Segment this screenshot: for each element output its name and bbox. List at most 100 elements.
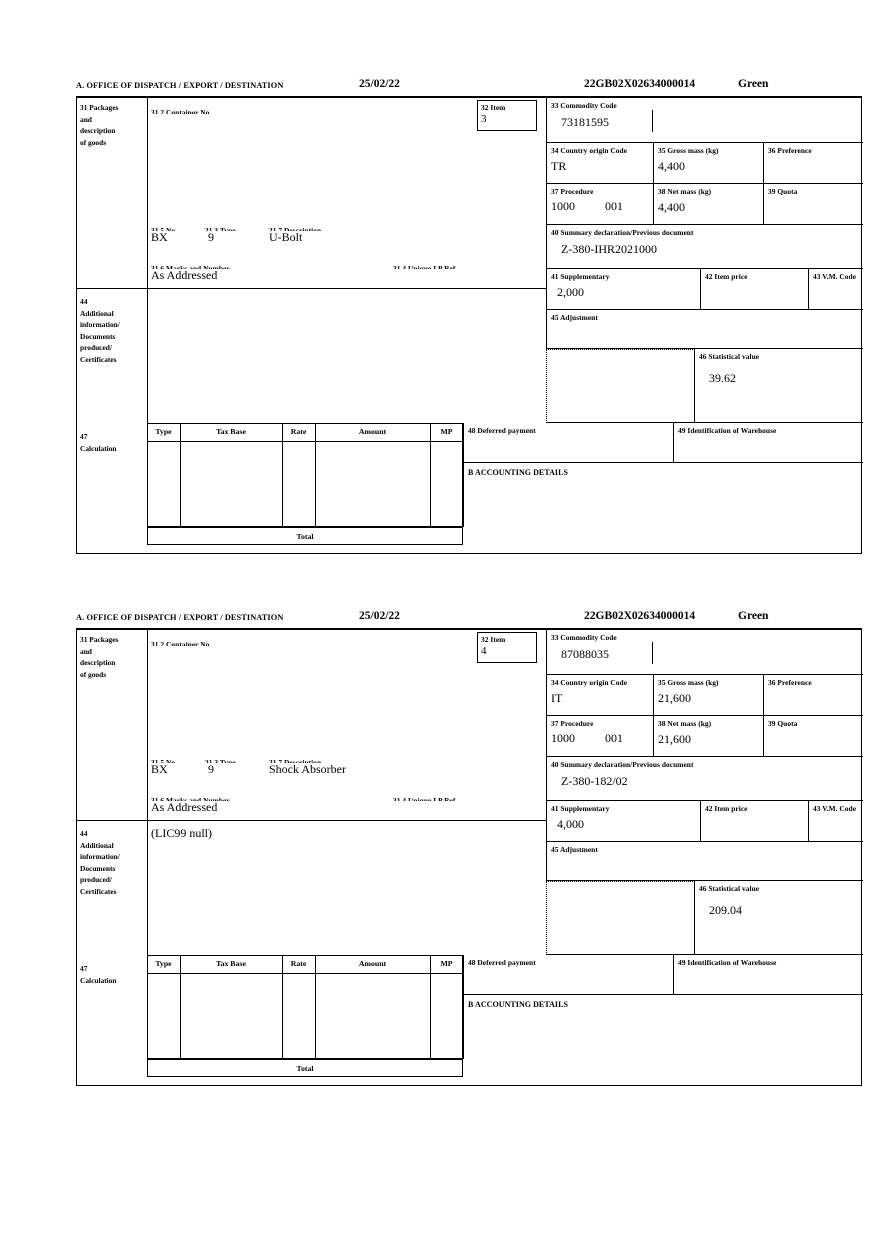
field-31-5-value[interactable]: BX	[151, 762, 168, 776]
field-42-item-price[interactable]: 42 Item price	[700, 801, 808, 842]
field-31-bottom-rule	[77, 820, 546, 821]
field-49-value	[674, 436, 863, 438]
calc-div-1	[180, 955, 181, 1059]
field-34-country-origin-code[interactable]: 34 Country origin Code IT	[546, 675, 653, 716]
field-31-2-value[interactable]	[153, 116, 523, 130]
field-45-adjustment[interactable]: 45 Adjustment	[546, 310, 863, 349]
field-36-preference[interactable]: 36 Preference	[763, 143, 863, 184]
field-46-statistical-value[interactable]: 46 Statistical value 209.04	[694, 881, 863, 955]
field-40-value: Z-380-182/02	[561, 774, 628, 788]
field-41-supplementary[interactable]: 41 Supplementary 2,000	[546, 269, 700, 310]
field-38-net-mass[interactable]: 38 Net mass (kg) 21,600	[653, 716, 763, 757]
field-42-value	[701, 282, 808, 285]
field-44-stub: 44 Additional information/Documents produce…	[80, 829, 120, 896]
field-37-value-b: 001	[605, 199, 623, 213]
field-31-2-value[interactable]	[153, 648, 523, 662]
field-33-commodity-code[interactable]: 33 Commodity Code 73181595	[546, 98, 863, 143]
calc-header-type: Type	[155, 959, 172, 968]
field-35-gross-mass[interactable]: 35 Gross mass (kg) 4,400	[653, 143, 763, 184]
route-lane: Green	[738, 78, 769, 90]
declaration-date: 25/02/22	[359, 610, 400, 622]
calc-div-3	[315, 423, 316, 527]
field-45-lower-blank	[546, 349, 694, 423]
field-31-3-value[interactable]: 9	[208, 230, 214, 244]
field-31-2-container-no[interactable]: 31.2 Container No	[151, 108, 210, 114]
field-33-commodity-code[interactable]: 33 Commodity Code 87088035	[546, 630, 863, 675]
calculation-table[interactable]	[147, 955, 463, 1059]
field-43-value	[809, 282, 863, 285]
field-46-value: 39.62	[709, 371, 736, 385]
field-40-summary-declaration[interactable]: 40 Summary declaration/Previous document…	[546, 757, 863, 801]
declaration-block-2: A. OFFICE OF DISPATCH / EXPORT / DESTINA…	[76, 610, 863, 1086]
field-31-3-value[interactable]: 9	[208, 762, 214, 776]
field-31-6-label: 31.6 Marks and Number	[151, 264, 230, 269]
section-b-accounting-details[interactable]: B ACCOUNTING DETAILS	[463, 995, 863, 1059]
field-39-quota[interactable]: 39 Quota	[763, 716, 863, 757]
field-47-stub: 47 Calculation	[80, 432, 117, 453]
field-43-vm-code[interactable]: 43 V.M. Code	[808, 801, 863, 842]
calc-header-rate: Rate	[290, 959, 307, 968]
field-31-3-label: 31.3 Type	[205, 226, 236, 231]
field-46-statistical-value[interactable]: 46 Statistical value 39.62	[694, 349, 863, 423]
field-48-deferred-payment[interactable]: 48 Deferred payment	[463, 423, 673, 463]
field-45-adjustment[interactable]: 45 Adjustment	[546, 842, 863, 881]
field-31-6-label: 31.6 Marks and Number	[151, 796, 230, 801]
field-42-item-price[interactable]: 42 Item price	[700, 269, 808, 310]
field-31-2-container-no[interactable]: 31.2 Container No	[151, 640, 210, 646]
calc-header-rate: Rate	[290, 427, 307, 436]
field-46-dotted-top	[546, 881, 693, 882]
calc-total-label: Total	[296, 532, 314, 541]
field-35-gross-mass[interactable]: 35 Gross mass (kg) 21,600	[653, 675, 763, 716]
field-49-value	[674, 968, 863, 970]
field-34-value: IT	[551, 691, 563, 705]
field-33-inner-divider	[652, 642, 653, 664]
field-49-identification-of-warehouse[interactable]: 49 Identification of Warehouse	[673, 423, 863, 463]
calc-header-mp: MP	[440, 959, 453, 968]
field-49-identification-of-warehouse[interactable]: 49 Identification of Warehouse	[673, 955, 863, 995]
field-31-7-label: 31.7 Description	[269, 226, 322, 231]
calc-header-tax-base: Tax Base	[216, 959, 246, 968]
field-40-summary-declaration[interactable]: 40 Summary declaration/Previous document…	[546, 225, 863, 269]
field-31-5-value[interactable]: BX	[151, 230, 168, 244]
mrn-number: 22GB02X02634000014	[584, 610, 696, 622]
field-37-procedure[interactable]: 37 Procedure 1000 001	[546, 184, 653, 225]
calc-header-tax-base: Tax Base	[216, 427, 246, 436]
field-42-value	[701, 814, 808, 817]
field-44-value[interactable]: (LIC99 null)	[151, 826, 212, 840]
field-31-5-label: 31.5 No	[151, 758, 176, 763]
field-32-item-box[interactable]: 32 Item 4	[477, 632, 537, 663]
field-38-net-mass[interactable]: 38 Net mass (kg) 4,400	[653, 184, 763, 225]
field-31-7-value[interactable]: U-Bolt	[269, 230, 303, 244]
calc-header-amount: Amount	[358, 959, 387, 968]
field-31-6-value[interactable]: As Addressed	[151, 800, 218, 814]
field-32-item-box[interactable]: 32 Item 3	[477, 100, 537, 131]
section-b-accounting-details[interactable]: B ACCOUNTING DETAILS	[463, 463, 863, 527]
field-36-value	[764, 688, 863, 691]
field-38-value: 4,400	[658, 200, 685, 214]
field-37-value-a: 1000	[551, 731, 575, 745]
section-b-value	[464, 1010, 863, 1012]
field-38-value: 21,600	[658, 732, 691, 746]
field-43-vm-code[interactable]: 43 V.M. Code	[808, 269, 863, 310]
calc-div-4	[430, 955, 431, 1059]
field-37-procedure[interactable]: 37 Procedure 1000 001	[546, 716, 653, 757]
declaration-frame: 31 Packages and description of goods 31.2 C…	[76, 96, 863, 554]
calc-div-4	[430, 423, 431, 527]
field-41-supplementary[interactable]: 41 Supplementary 4,000	[546, 801, 700, 842]
field-39-quota[interactable]: 39 Quota	[763, 184, 863, 225]
field-31-6-value[interactable]: As Addressed	[151, 268, 218, 282]
stub-divider	[147, 98, 148, 423]
field-45-value	[547, 855, 863, 858]
field-35-value: 21,600	[658, 691, 691, 705]
field-31-stub: 31 Packages and description of goods	[80, 635, 119, 679]
field-41-value: 4,000	[557, 817, 584, 831]
field-44-value[interactable]	[151, 294, 531, 310]
field-39-value	[764, 197, 863, 200]
field-34-country-origin-code[interactable]: 34 Country origin Code TR	[546, 143, 653, 184]
office-of-dispatch-label: A. OFFICE OF DISPATCH / EXPORT / DESTINA…	[76, 613, 284, 622]
field-36-preference[interactable]: 36 Preference	[763, 675, 863, 716]
field-31-7-value[interactable]: Shock Absorber	[269, 762, 346, 776]
calculation-table[interactable]	[147, 423, 463, 527]
field-48-deferred-payment[interactable]: 48 Deferred payment	[463, 955, 673, 995]
